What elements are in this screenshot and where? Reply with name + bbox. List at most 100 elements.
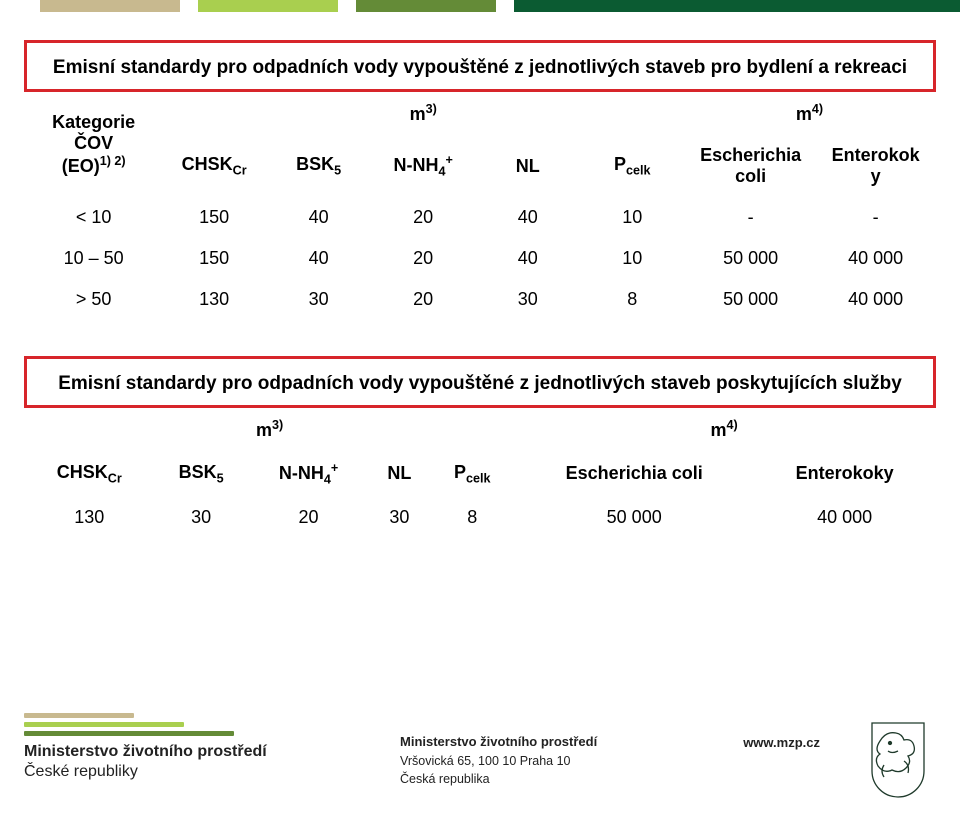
col-chsk-txt: CHSK: [57, 462, 108, 482]
table1-title: Emisní standardy pro odpadních vody vypo…: [26, 42, 935, 91]
row-cat: > 50: [26, 279, 162, 320]
cell: -: [685, 197, 817, 238]
table2-group-m4: m4): [514, 407, 935, 452]
m3-m: m: [410, 104, 426, 124]
coat-of-arms-icon: [860, 717, 936, 805]
col-nnh-pre: N-NH: [279, 463, 324, 483]
cell: 8: [431, 497, 514, 538]
col-p-txt: P: [454, 462, 466, 482]
col-p-sub: celk: [466, 472, 491, 486]
footer-bars: [24, 713, 240, 740]
table-emission-housing: Emisní standardy pro odpadních vody vypo…: [24, 40, 936, 320]
col-pcelk: Pcelk: [431, 451, 514, 497]
col-nnh: N-NH4+: [371, 135, 476, 197]
col-bsk: BSK5: [266, 135, 371, 197]
cell: 40: [475, 197, 580, 238]
table2-title-row: Emisní standardy pro odpadních vody vypo…: [26, 358, 935, 407]
table-row: 10 – 50 150 40 20 40 10 50 000 40 000: [26, 238, 935, 279]
footer-left-line2: České republiky: [24, 763, 267, 781]
cell: 40: [475, 238, 580, 279]
cell: -: [817, 197, 935, 238]
table-emission-services: Emisní standardy pro odpadních vody vypo…: [24, 356, 936, 538]
col-nl: NL: [475, 135, 580, 197]
col-chsk-txt: CHSK: [182, 154, 233, 174]
cell: 10: [580, 197, 685, 238]
footer-left-line1: Ministerstvo životního prostředí: [24, 743, 267, 761]
cell: 150: [162, 197, 267, 238]
cat-header-line1: Kategorie ČOV: [52, 112, 135, 153]
seg-darkgreen: [514, 0, 960, 12]
cell: 30: [475, 279, 580, 320]
col-pcelk: Pcelk: [580, 135, 685, 197]
col-bsk-sub: 5: [334, 164, 341, 178]
col-p-sub: celk: [626, 164, 651, 178]
table-row: > 50 130 30 20 30 8 50 000 40 000: [26, 279, 935, 320]
col-p-txt: P: [614, 154, 626, 174]
cell: 40 000: [817, 279, 935, 320]
col-nnh-sup: +: [331, 461, 338, 475]
seg-blank: [0, 0, 40, 12]
m3-m: m: [256, 420, 272, 440]
cell: 40 000: [817, 238, 935, 279]
seg-gap: [338, 0, 356, 12]
seg-tan: [40, 0, 180, 12]
col-nnh-sup: +: [446, 153, 453, 167]
footer-url: www.mzp.cz: [743, 735, 820, 750]
m4-m: m: [710, 420, 726, 440]
footer-mid-heading: Ministerstvo životního prostředí: [400, 733, 597, 752]
footer-mid-line2: Vršovická 65, 100 10 Praha 10: [400, 752, 597, 770]
col-chsk: CHSKCr: [26, 451, 154, 497]
seg-gap: [496, 0, 514, 12]
top-decorative-bars: [0, 0, 960, 12]
seg-olive: [356, 0, 496, 12]
cell: 50 000: [685, 279, 817, 320]
col-ecoli: Escherichiacoli: [685, 135, 817, 197]
cell: 130: [26, 497, 154, 538]
seg-gap: [180, 0, 198, 12]
row-cat: < 10: [26, 197, 162, 238]
cell: 20: [371, 279, 476, 320]
col-entero-l1: Enterokok: [832, 145, 920, 165]
m4-sup: 4): [726, 418, 737, 432]
cat-header-line2-sup: 1) 2): [100, 154, 126, 168]
footer-address: Ministerstvo životního prostředí Vršovic…: [400, 733, 597, 788]
col-nl: NL: [368, 451, 431, 497]
cell: 150: [162, 238, 267, 279]
cat-header-line2-pre: (EO): [62, 156, 100, 176]
footer-ministry-left: Ministerstvo životního prostředí České r…: [24, 743, 267, 781]
cell: 50 000: [685, 238, 817, 279]
col-bsk-sub: 5: [217, 472, 224, 486]
table1-group-m3: m3): [162, 91, 685, 136]
table-row: < 10 150 40 20 40 10 - -: [26, 197, 935, 238]
row-cat: 10 – 50: [26, 238, 162, 279]
table2-group-m3: m3): [26, 407, 514, 452]
table-row: 130 30 20 30 8 50 000 40 000: [26, 497, 935, 538]
table2-wrapper: Emisní standardy pro odpadních vody vypo…: [24, 356, 936, 538]
col-nnh-sub: 4: [438, 165, 445, 179]
col-bsk-txt: BSK: [179, 462, 217, 482]
content-area: Emisní standardy pro odpadních vody vypo…: [24, 40, 936, 538]
footer: Ministerstvo životního prostředí České r…: [0, 713, 960, 831]
m3-sup: 3): [426, 102, 437, 116]
col-nnh: N-NH4+: [249, 451, 368, 497]
col-ecoli: Escherichia coli: [514, 451, 755, 497]
m3-sup: 3): [272, 418, 283, 432]
m4-sup: 4): [812, 102, 823, 116]
col-chsk-sub: Cr: [108, 472, 122, 486]
col-chsk: CHSKCr: [162, 135, 267, 197]
cell: 20: [371, 197, 476, 238]
cell: 40: [266, 238, 371, 279]
cell: 30: [266, 279, 371, 320]
seg-lime: [198, 0, 338, 12]
table1-col-header-row: CHSKCr BSK5 N-NH4+ NL Pcelk Escherichiac…: [26, 135, 935, 197]
footer-bar-lime: [24, 722, 184, 727]
table1-cat-header: Kategorie ČOV (EO)1) 2): [26, 91, 162, 198]
cell: 30: [368, 497, 431, 538]
table1-title-row: Emisní standardy pro odpadních vody vypo…: [26, 42, 935, 91]
footer-bar-olive: [24, 731, 234, 736]
col-chsk-sub: Cr: [233, 164, 247, 178]
cell: 20: [249, 497, 368, 538]
cell: 50 000: [514, 497, 755, 538]
col-ecoli-l1: Escherichia: [700, 145, 801, 165]
cell: 40 000: [755, 497, 935, 538]
